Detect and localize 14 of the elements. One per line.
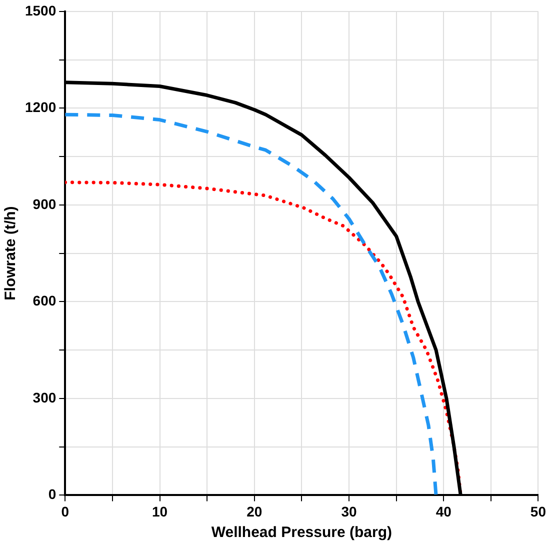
y-tick-label: 900	[32, 196, 56, 212]
y-tick-label: 1200	[24, 99, 56, 116]
y-axis-title: Flowrate (t/h)	[2, 206, 20, 300]
x-tick-label: 50	[530, 503, 546, 520]
x-tick-label: 40	[436, 503, 452, 520]
x-tick-label: 10	[152, 503, 168, 520]
y-tick-label: 300	[32, 389, 56, 406]
x-tick-label: 30	[341, 503, 357, 520]
x-tick-label: 0	[61, 503, 70, 520]
x-tick-label: 20	[246, 503, 262, 520]
y-tick-label: 1500	[24, 2, 56, 18]
y-tick-label: 0	[48, 486, 56, 502]
y-tick-label: 600	[32, 292, 56, 309]
x-axis-title: Wellhead Pressure (barg)	[211, 524, 392, 542]
